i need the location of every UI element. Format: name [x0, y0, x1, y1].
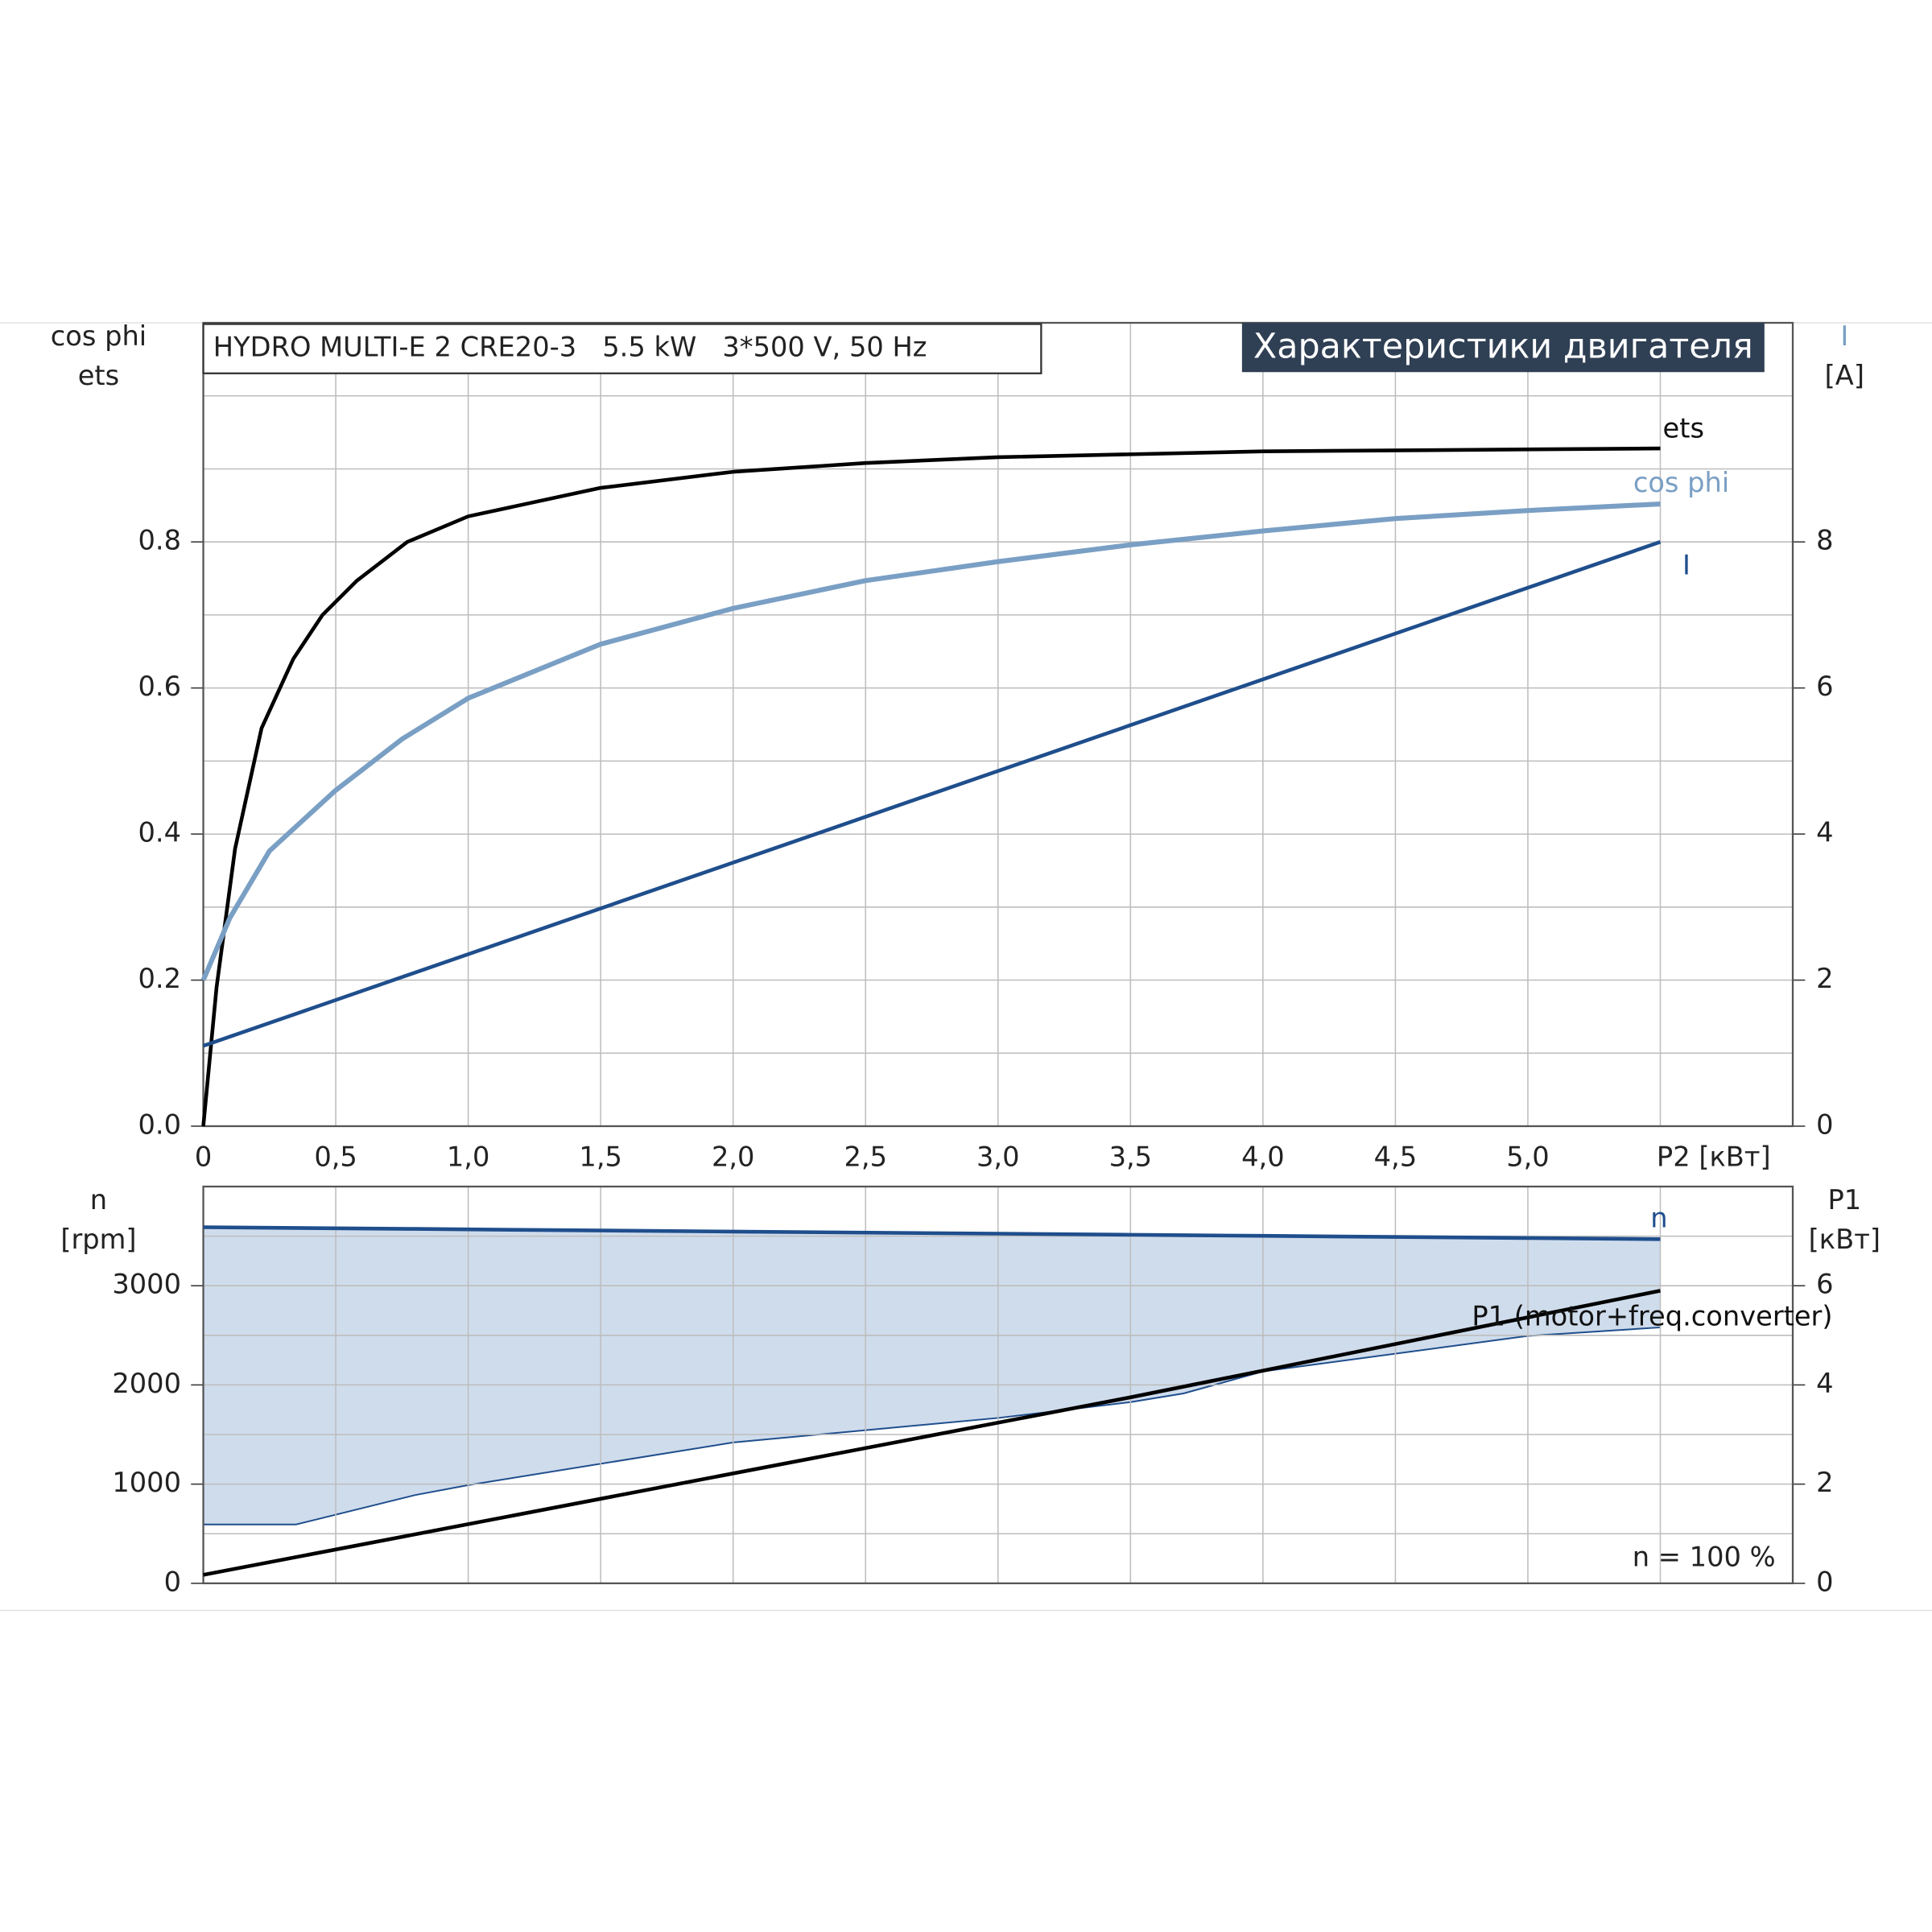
chart-subtitle: Характеристики двигателя	[1253, 327, 1753, 367]
y-tick-label: 0.4	[138, 817, 181, 848]
y2-axis-label: [A]	[1825, 360, 1864, 391]
y-axis-label: [rpm]	[60, 1224, 136, 1255]
y2-tick-label: 2	[1816, 1467, 1833, 1498]
x-tick-label: 1,0	[447, 1141, 490, 1172]
y-tick-label: 0.8	[138, 525, 181, 556]
y-tick-label: 0.2	[138, 963, 181, 994]
y2-tick-label: 8	[1816, 525, 1833, 556]
x-tick-label: 5,0	[1506, 1141, 1550, 1172]
y2-tick-label: 6	[1816, 1269, 1833, 1300]
series-label: I	[1682, 549, 1690, 580]
x-tick-label: P2 [кВт]	[1657, 1141, 1771, 1172]
x-tick-label: 3,0	[976, 1141, 1020, 1172]
y2-tick-label: 0	[1816, 1108, 1833, 1140]
y2-tick-label: 0	[1816, 1566, 1833, 1597]
y-tick-label: 0.6	[138, 671, 181, 702]
range-area	[203, 1227, 1661, 1525]
y2-tick-label: 2	[1816, 963, 1833, 994]
y-axis-label: ets	[78, 360, 119, 391]
y2-axis-label: I	[1840, 320, 1848, 352]
y2-tick-label: 4	[1816, 1368, 1833, 1399]
series-label: cos phi	[1633, 467, 1729, 498]
x-tick-label: 4,0	[1241, 1141, 1285, 1172]
y2-tick-label: 6	[1816, 671, 1833, 702]
plots: 0 0,5 1,0 1,5 2,0 2,5 3,0 3,5 4,0 4,5 5,0 P2 [кВт] 0…	[51, 320, 1880, 1597]
subtitle-badge	[1241, 323, 1765, 373]
y-tick-label: 0	[164, 1566, 181, 1597]
series-line	[203, 1225, 1661, 1241]
y-axis-label: n	[90, 1184, 107, 1216]
x-tick-label: 0,5	[314, 1141, 357, 1172]
y-tick-label: 0.0	[138, 1108, 181, 1140]
y-axis-label: cos phi	[51, 320, 147, 352]
y2-tick-label: 4	[1816, 817, 1833, 848]
series-label: ets	[1663, 413, 1704, 444]
chart-title: HYDRO MULTI-E 2 CRE20-3 5.5 kW 3*500 V, …	[213, 332, 927, 363]
y-tick-label: 1000	[112, 1467, 181, 1498]
series-line	[202, 540, 1662, 1048]
y2-axis-label: P1	[1827, 1184, 1861, 1216]
x-tick-label: 0	[195, 1141, 212, 1172]
x-tick-label: 4,5	[1374, 1141, 1418, 1172]
x-tick-label: 1,5	[579, 1141, 622, 1172]
x-tick-label: 2,5	[844, 1141, 887, 1172]
series-line	[200, 501, 1661, 981]
y-tick-label: 2000	[112, 1368, 181, 1399]
title-box	[202, 323, 1042, 374]
plot-frame	[202, 321, 1794, 1128]
x-tick-label: 3,5	[1109, 1141, 1153, 1172]
plot-frame	[202, 1185, 1794, 1584]
series-label: n	[1650, 1202, 1667, 1233]
y2-axis-label: [кВт]	[1809, 1224, 1880, 1255]
series-label: P1 (motor+freq.converter)	[1472, 1301, 1832, 1332]
series-line	[203, 1289, 1661, 1577]
annotation: n = 100 %	[1633, 1542, 1776, 1573]
y-tick-label: 3000	[112, 1269, 181, 1300]
series-line	[201, 446, 1661, 1127]
x-tick-label: 2,0	[712, 1141, 755, 1172]
